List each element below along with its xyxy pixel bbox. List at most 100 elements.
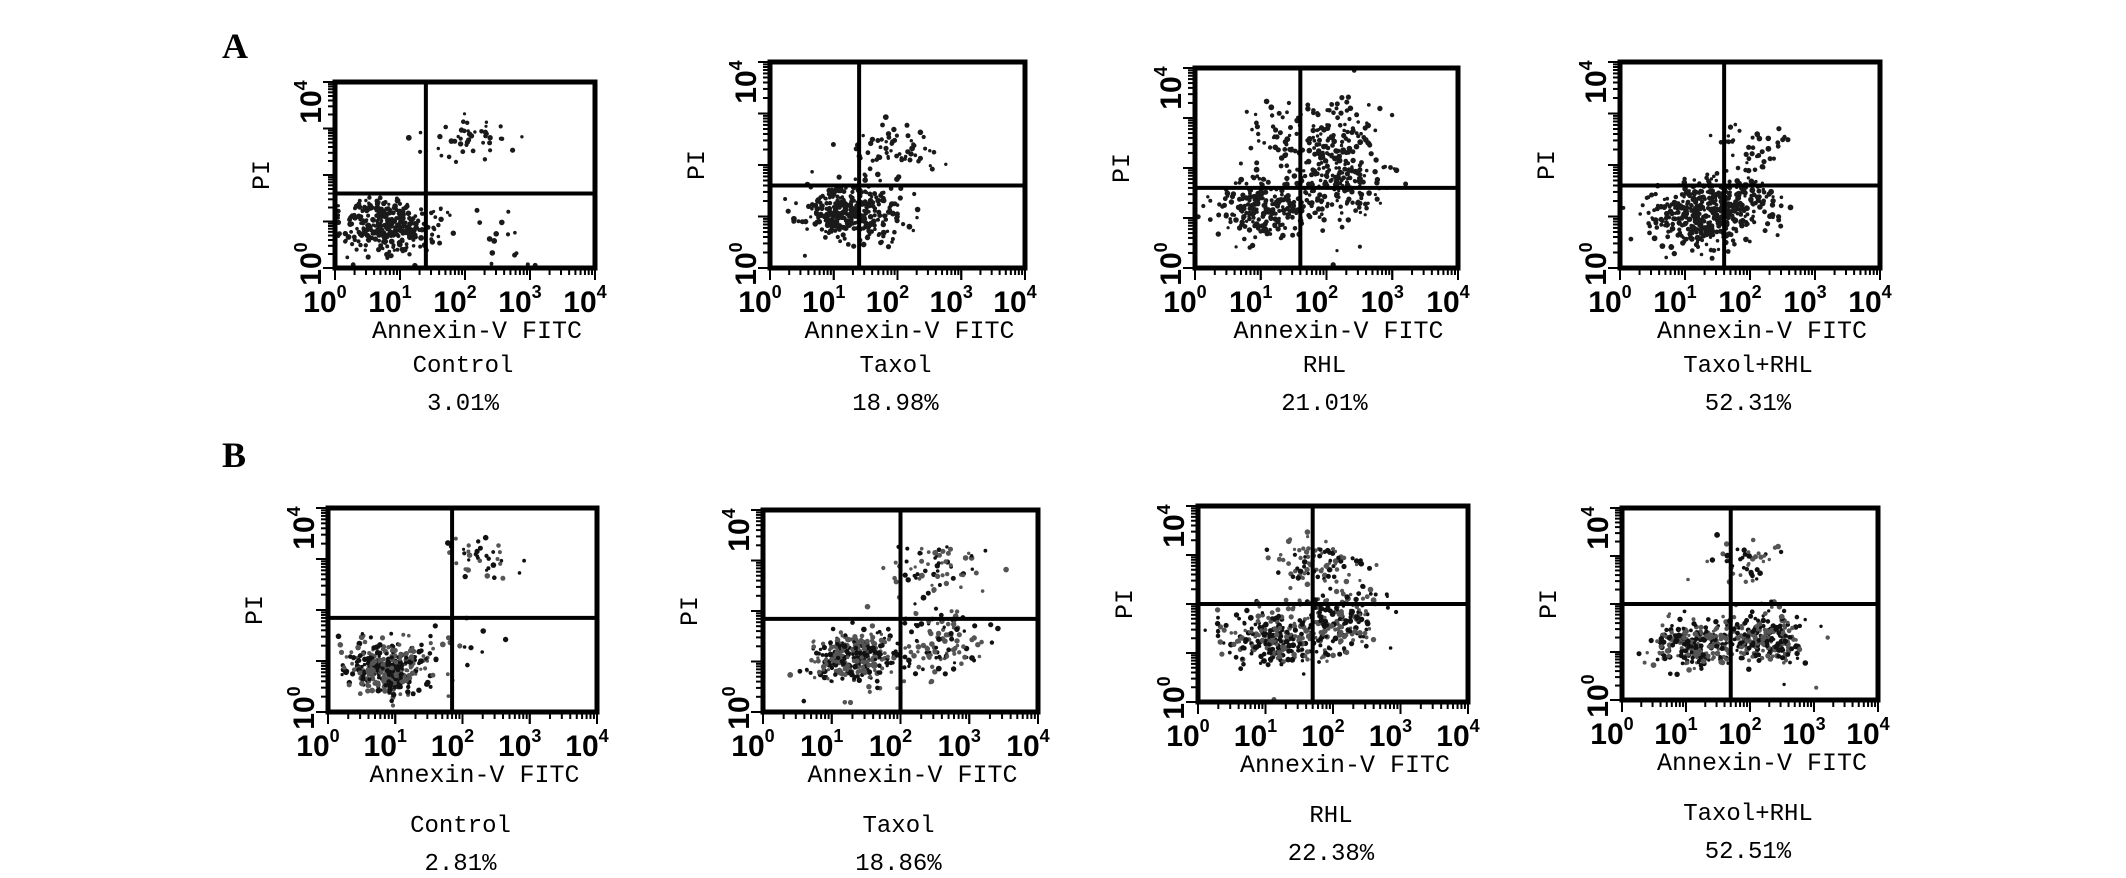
scatter-point — [1349, 641, 1355, 647]
scatter-point — [1373, 592, 1378, 597]
scatter-point — [1292, 148, 1298, 154]
scatter-point — [1719, 659, 1726, 666]
scatter-point — [1366, 190, 1372, 196]
scatter-point — [1364, 594, 1370, 600]
scatter-point — [830, 656, 835, 662]
scatter-point — [1242, 621, 1247, 626]
scatter-point — [1244, 219, 1249, 223]
scatter-point — [1357, 244, 1362, 249]
scatter-point — [386, 645, 391, 650]
y-tick-label: 100 — [1576, 242, 1613, 285]
scatter-point — [433, 656, 439, 662]
scatter-point — [1249, 651, 1254, 656]
apoptosis-percentage: 18.86% — [855, 851, 942, 878]
scatter-point — [1233, 181, 1238, 186]
scatter-point — [881, 565, 886, 571]
scatter-point — [1343, 162, 1347, 167]
scatter-point — [1356, 134, 1361, 139]
scatter-point — [1343, 649, 1350, 656]
scatter-point — [1330, 143, 1335, 148]
scatter-point — [1323, 179, 1328, 184]
scatter-point — [1730, 216, 1737, 222]
scatter-point — [379, 218, 384, 223]
scatter-point — [397, 642, 402, 647]
scatter-point — [388, 238, 395, 245]
scatter-point — [1320, 228, 1326, 234]
scatter-point — [1325, 169, 1330, 175]
scatter-point — [1261, 228, 1265, 232]
scatter-point — [1706, 226, 1713, 232]
scatter-point — [796, 219, 801, 224]
scatter-point — [1681, 626, 1686, 631]
x-tick-label: 104 — [563, 282, 606, 319]
scatter-point — [1275, 218, 1281, 225]
scatter-point — [1333, 562, 1338, 566]
scatter-point — [1686, 667, 1692, 673]
scatter-point — [897, 152, 902, 156]
scatter-point — [1315, 574, 1321, 580]
scatter-point — [1233, 217, 1239, 223]
scatter-point — [878, 240, 884, 246]
scatter-point — [1336, 153, 1342, 160]
scatter-point — [363, 243, 368, 248]
scatter-point — [952, 651, 957, 656]
scatter-point — [1678, 231, 1683, 235]
scatter-point — [1301, 546, 1306, 551]
scatter-point — [404, 668, 409, 673]
scatter-point — [418, 130, 423, 135]
scatter-point — [884, 146, 888, 150]
scatter-point — [1256, 139, 1261, 143]
scatter-point — [841, 224, 847, 231]
scatter-point — [954, 626, 960, 632]
scatter-point — [914, 206, 921, 213]
scatter-point — [1691, 617, 1696, 622]
scatter-point — [854, 658, 860, 664]
y-tick-label: 104 — [1151, 66, 1188, 109]
scatter-point — [1696, 196, 1700, 201]
scatter-point — [959, 585, 963, 589]
scatter-point — [1381, 165, 1386, 170]
scatter-point — [1240, 656, 1245, 661]
x-tick-label: 101 — [368, 282, 411, 319]
scatter-point — [1771, 195, 1775, 199]
scatter-point — [1364, 627, 1369, 632]
scatter-point — [1689, 209, 1693, 213]
scatter-point — [1709, 177, 1714, 181]
scatter-point — [390, 703, 396, 708]
scatter-point — [1750, 578, 1755, 583]
scatter-point — [1203, 628, 1207, 632]
scatter-point — [1666, 614, 1671, 619]
scatter-point — [498, 124, 503, 129]
scatter-point — [861, 218, 867, 224]
scatter-point — [1259, 191, 1265, 197]
scatter-point — [398, 684, 403, 690]
scatter-point — [486, 236, 493, 242]
scatter-point — [1665, 196, 1670, 201]
scatter-point — [1733, 122, 1738, 127]
scatter-point — [1229, 631, 1234, 635]
scatter-point — [387, 680, 394, 687]
scatter-point — [1310, 167, 1316, 173]
scatter-point — [1714, 643, 1720, 649]
scatter-point — [1700, 652, 1706, 658]
scatter-point — [1674, 671, 1680, 677]
scatter-point — [1339, 95, 1345, 101]
scatter-point — [1693, 645, 1699, 651]
scatter-point — [835, 658, 841, 664]
scatter-point — [838, 196, 842, 200]
x-tick-label: 101 — [364, 726, 407, 763]
scatter-point — [824, 201, 829, 206]
scatter-point — [1731, 153, 1735, 158]
scatter-point — [1710, 651, 1716, 656]
scatter-point — [364, 226, 371, 232]
scatter-point — [1317, 613, 1322, 619]
scatter-point — [1665, 234, 1671, 240]
scatter-point — [932, 669, 938, 675]
scatter-point — [1745, 651, 1749, 656]
scatter-point — [1776, 630, 1781, 636]
scatter-point — [1651, 217, 1655, 222]
scatter-point — [820, 641, 826, 646]
scatter-point — [1744, 567, 1750, 572]
scatter-point — [882, 114, 889, 120]
scatter-point — [1693, 652, 1699, 658]
